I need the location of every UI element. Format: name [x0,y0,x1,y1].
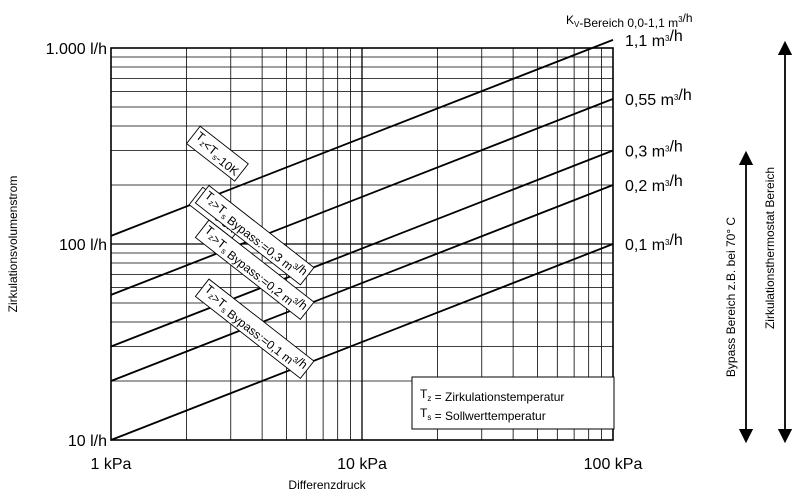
kv-range-label: KV-Bereich 0,0-1,1 m3/h [566,11,693,30]
x-axis-title: Differenzdruck [288,478,366,492]
kv-value-label: 0,2 m3/h [625,173,683,195]
range-arrows: Bypass Bereich z.B. bei 70° C Zirkulation… [724,40,792,444]
kv-value-label: 0,55 m3/h [625,87,692,109]
y-tick-label: 1.000 l/h [46,41,107,58]
x-tick-label: 10 kPa [337,456,387,473]
curve-label-box [194,278,315,380]
kv-value-label: 0,3 m3/h [625,138,683,160]
kv-value-label: 1,1 m3/h [625,28,683,50]
curve-label-group: Tz<Ts-10K [185,125,249,182]
thermostat-range-label: Zirkulationsthermostat Bereich [763,167,777,329]
y-tick-label: 10 l/h [68,433,107,450]
y-tick-label: 100 l/h [59,237,107,254]
grid-lines [111,48,613,440]
curve-label-box [194,219,315,321]
series-line-kv-1 [110,98,614,296]
axis-labels: 1 kPa 10 kPa 100 kPa 10 l/h 100 l/h 1.000 l/h… [6,11,693,492]
legend-box [411,376,615,430]
curve-label-box [185,125,249,182]
legend-entry: Ts = Sollwerttemperatur [420,406,546,423]
curve-label-box [194,184,315,286]
series-line-kv-3 [110,184,614,382]
y-axis-title: Zirkulationsvolumenstrom [6,176,20,313]
x-tick-label: 100 kPa [584,456,643,473]
legend: Tz = Zirkulationstemperatur Ts = Sollwert… [411,376,615,430]
bypass-range-label: Bypass Bereich z.B. bei 70° C [724,217,738,378]
series-lines [110,39,614,441]
series-line-kv-4 [110,243,614,441]
legend-entry: Tz = Zirkulationstemperatur [420,387,564,404]
x-tick-label: 1 kPa [91,456,132,473]
series-line-kv-2 [110,149,614,348]
kv-value-label: 0,1 m3/h [625,232,683,254]
curve-label-text: Tz<Ts-10K [190,129,246,179]
